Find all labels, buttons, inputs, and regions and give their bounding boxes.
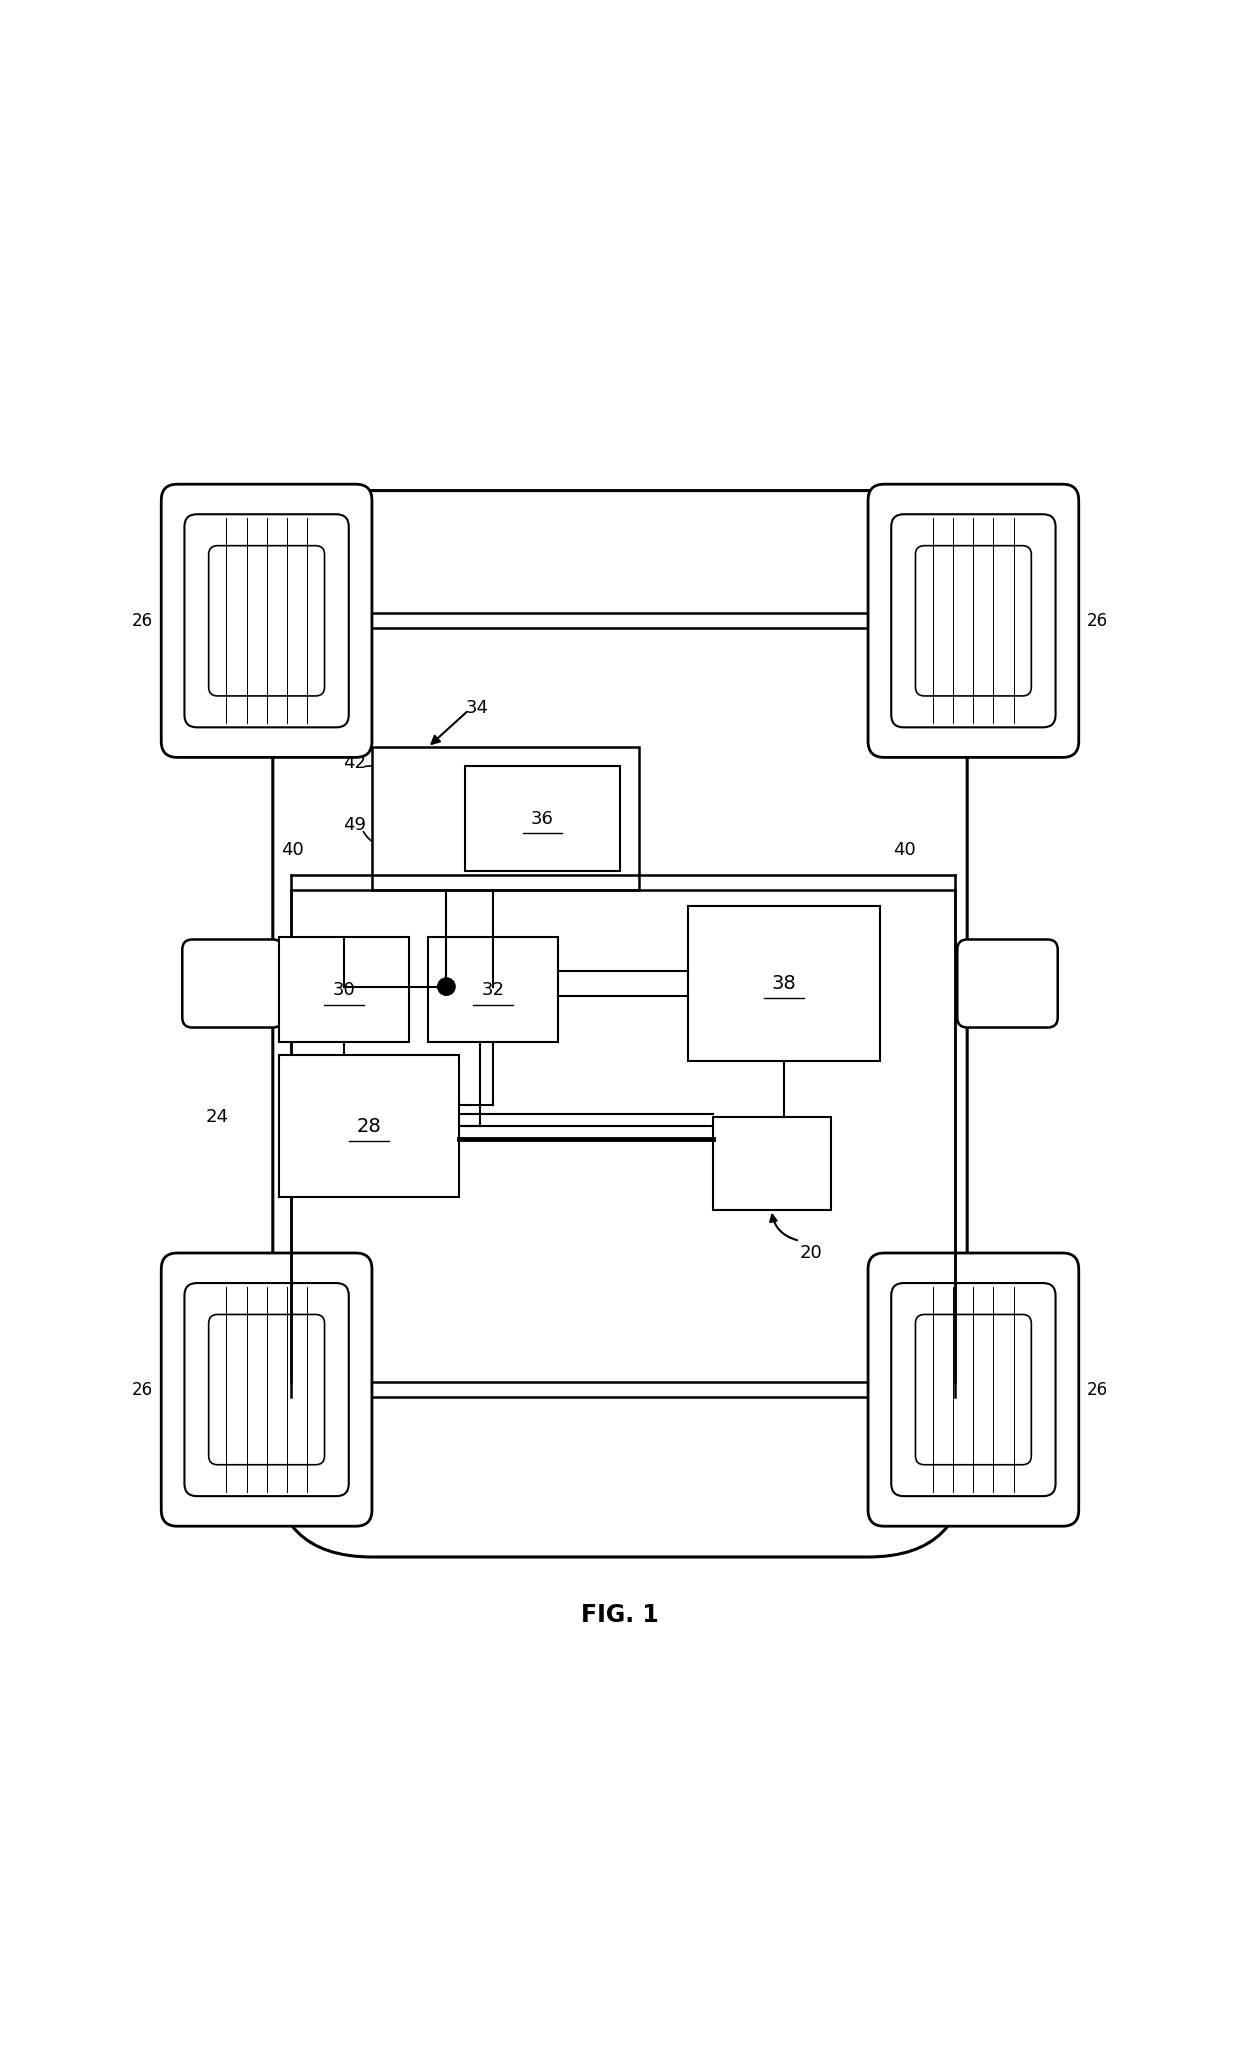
Text: 38: 38 [773, 974, 796, 993]
FancyBboxPatch shape [208, 1314, 325, 1465]
Text: 26: 26 [131, 1380, 154, 1399]
FancyBboxPatch shape [868, 484, 1079, 758]
Text: 26: 26 [1086, 612, 1109, 630]
Text: 40: 40 [893, 840, 915, 859]
Bar [372, 748, 639, 890]
FancyBboxPatch shape [208, 546, 325, 696]
FancyBboxPatch shape [182, 939, 283, 1028]
Text: 30: 30 [332, 981, 356, 999]
Text: FIG. 1: FIG. 1 [582, 1603, 658, 1627]
FancyBboxPatch shape [915, 546, 1032, 696]
Text: 40: 40 [281, 840, 304, 859]
FancyBboxPatch shape [868, 1252, 1079, 1526]
Text: 24: 24 [206, 1108, 228, 1127]
Text: 36: 36 [531, 810, 554, 828]
Text: 34: 34 [466, 698, 489, 717]
FancyBboxPatch shape [273, 490, 967, 1557]
FancyBboxPatch shape [957, 939, 1058, 1028]
Bar [465, 766, 620, 871]
Text: 28: 28 [357, 1117, 381, 1135]
Bar [713, 1117, 831, 1209]
Bar [428, 937, 558, 1042]
Text: 20: 20 [800, 1244, 822, 1263]
FancyBboxPatch shape [185, 515, 348, 727]
FancyBboxPatch shape [161, 1252, 372, 1526]
Text: 49: 49 [342, 816, 366, 834]
Text: 22: 22 [1048, 482, 1071, 501]
Circle shape [438, 978, 455, 995]
FancyBboxPatch shape [892, 1283, 1055, 1496]
Text: 32: 32 [481, 981, 505, 999]
Text: 26: 26 [131, 612, 154, 630]
FancyBboxPatch shape [892, 515, 1055, 727]
FancyBboxPatch shape [915, 1314, 1032, 1465]
FancyBboxPatch shape [161, 484, 372, 758]
FancyBboxPatch shape [185, 1283, 348, 1496]
Text: 42: 42 [342, 754, 366, 772]
Text: 26: 26 [1086, 1380, 1109, 1399]
Bar [688, 906, 880, 1061]
Bar [279, 937, 409, 1042]
Bar [279, 1055, 459, 1197]
